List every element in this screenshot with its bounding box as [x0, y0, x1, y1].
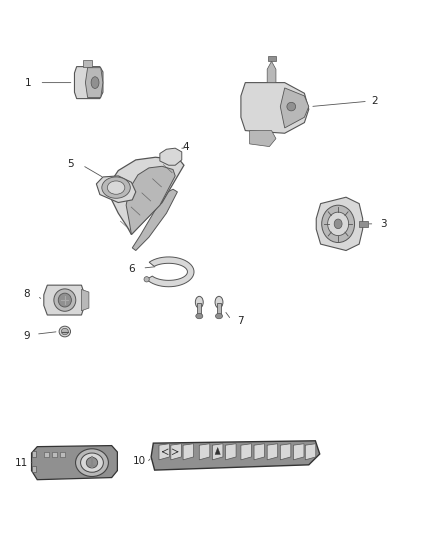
Text: 7: 7: [237, 317, 244, 326]
Ellipse shape: [86, 457, 98, 468]
Polygon shape: [241, 443, 251, 460]
Text: 6: 6: [128, 264, 135, 274]
Polygon shape: [147, 257, 194, 287]
Polygon shape: [199, 443, 210, 460]
Polygon shape: [183, 443, 194, 460]
Polygon shape: [293, 443, 304, 460]
Polygon shape: [280, 88, 309, 128]
Text: 2: 2: [371, 96, 378, 106]
Polygon shape: [212, 443, 223, 460]
Polygon shape: [359, 221, 368, 227]
Polygon shape: [305, 443, 316, 460]
Ellipse shape: [75, 449, 108, 477]
Bar: [268, 56, 276, 61]
Text: 8: 8: [23, 289, 30, 298]
Bar: [44, 452, 49, 457]
Polygon shape: [96, 176, 136, 203]
Polygon shape: [74, 67, 103, 99]
Polygon shape: [171, 443, 181, 460]
Polygon shape: [250, 131, 276, 147]
Ellipse shape: [215, 313, 223, 319]
Polygon shape: [85, 68, 103, 98]
Bar: [197, 303, 201, 316]
Ellipse shape: [58, 293, 71, 307]
Polygon shape: [81, 289, 89, 311]
Ellipse shape: [215, 296, 223, 308]
Bar: [52, 452, 57, 457]
Polygon shape: [226, 443, 236, 460]
Ellipse shape: [107, 181, 125, 195]
Ellipse shape: [334, 219, 342, 229]
Ellipse shape: [91, 77, 99, 88]
Ellipse shape: [321, 205, 355, 243]
Ellipse shape: [61, 328, 68, 335]
Polygon shape: [267, 443, 278, 460]
Ellipse shape: [144, 277, 149, 282]
Polygon shape: [32, 446, 117, 480]
Polygon shape: [254, 443, 265, 460]
Ellipse shape: [195, 296, 203, 308]
Polygon shape: [267, 61, 276, 83]
Polygon shape: [110, 157, 184, 235]
Text: 1: 1: [25, 78, 32, 87]
Ellipse shape: [59, 326, 71, 337]
Polygon shape: [83, 60, 92, 67]
Polygon shape: [316, 197, 363, 251]
Polygon shape: [215, 448, 220, 455]
Ellipse shape: [196, 313, 203, 319]
Ellipse shape: [81, 453, 103, 472]
Polygon shape: [32, 451, 36, 457]
Polygon shape: [126, 166, 175, 235]
Ellipse shape: [328, 212, 349, 236]
Ellipse shape: [54, 289, 76, 311]
Text: 10: 10: [133, 456, 146, 466]
Text: 11: 11: [14, 458, 28, 467]
Polygon shape: [151, 441, 320, 470]
Text: 9: 9: [23, 331, 30, 341]
Text: 3: 3: [380, 219, 387, 229]
Bar: [60, 452, 65, 457]
Polygon shape: [160, 148, 182, 165]
Polygon shape: [32, 466, 36, 472]
Bar: [217, 303, 221, 316]
Ellipse shape: [102, 177, 131, 198]
Polygon shape: [241, 83, 309, 133]
Ellipse shape: [287, 102, 296, 111]
Polygon shape: [159, 443, 170, 460]
Polygon shape: [44, 285, 85, 315]
Polygon shape: [280, 443, 291, 460]
Text: 5: 5: [67, 159, 74, 168]
Polygon shape: [132, 189, 177, 251]
Text: 4: 4: [183, 142, 190, 151]
